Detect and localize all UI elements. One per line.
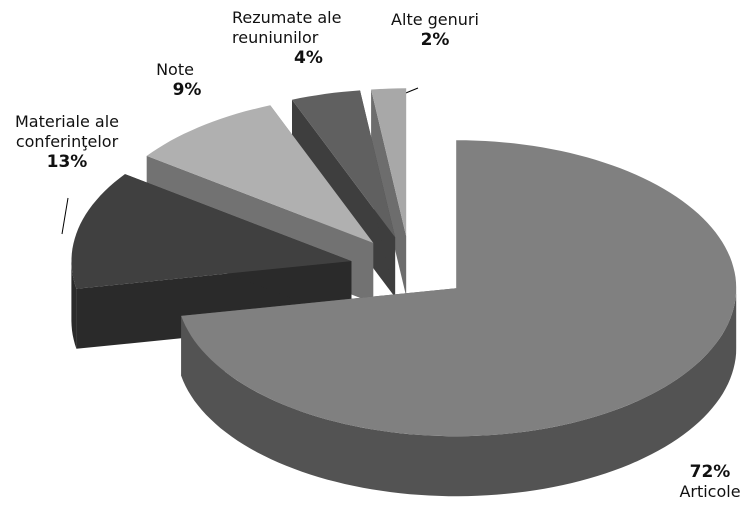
slice bbox=[181, 140, 737, 437]
slice-wall bbox=[71, 261, 77, 349]
slice bbox=[292, 90, 396, 238]
category-label: Materiale ale conferinţelor bbox=[14, 112, 120, 151]
slice-label: Alte genuri 2% bbox=[380, 10, 490, 50]
slice-wall bbox=[181, 288, 737, 497]
slice bbox=[146, 105, 374, 243]
leader-line bbox=[61, 197, 69, 235]
slice-label: Materiale ale conferinţelor 13% bbox=[2, 112, 132, 172]
slice-label: Articole 72% bbox=[670, 462, 750, 502]
value-label: 9% bbox=[172, 80, 202, 100]
value-label: 13% bbox=[46, 152, 88, 172]
slice-label: Note 9% bbox=[140, 60, 210, 100]
slice-label: Rezumate ale reuniunilor 4% bbox=[232, 8, 352, 68]
slice-side bbox=[371, 89, 407, 297]
value-label: 2% bbox=[420, 30, 450, 50]
slice bbox=[71, 174, 352, 289]
category-label: Rezumate ale reuniunilor bbox=[232, 8, 342, 47]
value-label: 4% bbox=[294, 48, 323, 68]
slice bbox=[371, 88, 407, 237]
category-label: Alte genuri bbox=[391, 10, 479, 29]
category-label: Articole bbox=[679, 482, 741, 501]
value-label: 72% bbox=[689, 462, 731, 482]
category-label: Note bbox=[156, 60, 194, 79]
